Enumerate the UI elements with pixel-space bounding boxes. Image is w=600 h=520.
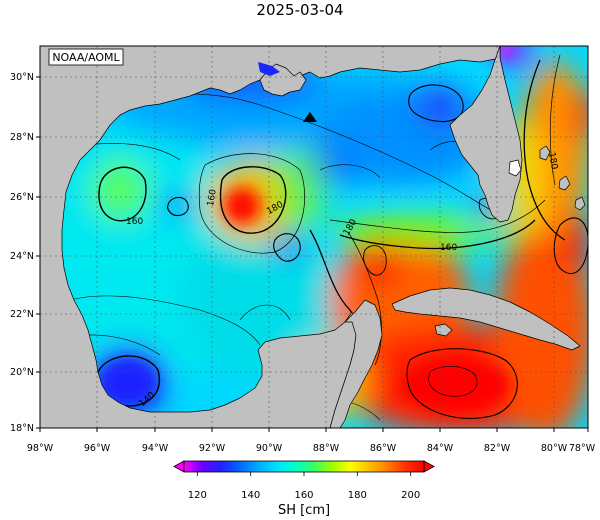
contour-label: 160 [206, 188, 219, 207]
land [40, 46, 586, 428]
colorbar-unit-label: SH [cm] [278, 503, 330, 518]
colorbar-low-arrow-icon [173, 460, 185, 473]
graticule [40, 46, 588, 428]
colorbar-tick-label: 120 [188, 490, 207, 501]
lat-tick-label: 24°N [10, 251, 34, 262]
lon-tick-label: 96°W [84, 443, 111, 454]
longitude-labels: 98°W 96°W 94°W 92°W 90°W 88°W 86°W 84°W … [27, 443, 596, 454]
lat-tick-label: 26°N [10, 192, 34, 203]
map-frame [39, 45, 589, 429]
colorbar-fill [184, 461, 424, 472]
lon-tick-label: 90°W [256, 443, 283, 454]
lon-tick-label: 94°W [142, 443, 169, 454]
map-title: 2025-03-04 [256, 1, 344, 19]
colorbar: 120 140 160 180 200 SH [cm] [173, 460, 435, 518]
source-badge: NOAA/AOML [48, 48, 124, 66]
contour-label: 160 [126, 217, 143, 227]
lon-tick-label: 86°W [370, 443, 397, 454]
lon-tick-label: 78°W [569, 443, 596, 454]
source-badge-text: NOAA/AOML [52, 51, 120, 64]
lon-tick-label: 88°W [313, 443, 340, 454]
lat-tick-label: 28°N [10, 132, 34, 143]
lon-tick-label: 82°W [484, 443, 511, 454]
contour-label: 180 [546, 152, 559, 171]
lon-tick-label: 98°W [27, 443, 54, 454]
sea-height-field [40, 46, 588, 428]
triangle-marker-icon [303, 112, 317, 122]
lat-tick-label: 22°N [10, 309, 34, 320]
colorbar-tick-label: 160 [294, 490, 313, 501]
contour-label: 160 [440, 243, 457, 253]
colorbar-ticks: 120 140 160 180 200 [188, 472, 420, 501]
colorbar-tick-label: 200 [401, 490, 420, 501]
lat-tick-label: 18°N [10, 423, 34, 434]
lat-tick-label: 30°N [10, 72, 34, 83]
axis-ticks [36, 76, 589, 432]
lon-tick-label: 92°W [199, 443, 226, 454]
colorbar-tick-label: 140 [241, 490, 260, 501]
lat-tick-label: 20°N [10, 367, 34, 378]
lon-tick-label: 80°W [541, 443, 568, 454]
colorbar-tick-label: 180 [348, 490, 367, 501]
latitude-labels: 30°N 28°N 26°N 24°N 22°N 20°N 18°N [10, 72, 34, 434]
colorbar-high-arrow-icon [423, 460, 435, 473]
lon-tick-label: 84°W [427, 443, 454, 454]
